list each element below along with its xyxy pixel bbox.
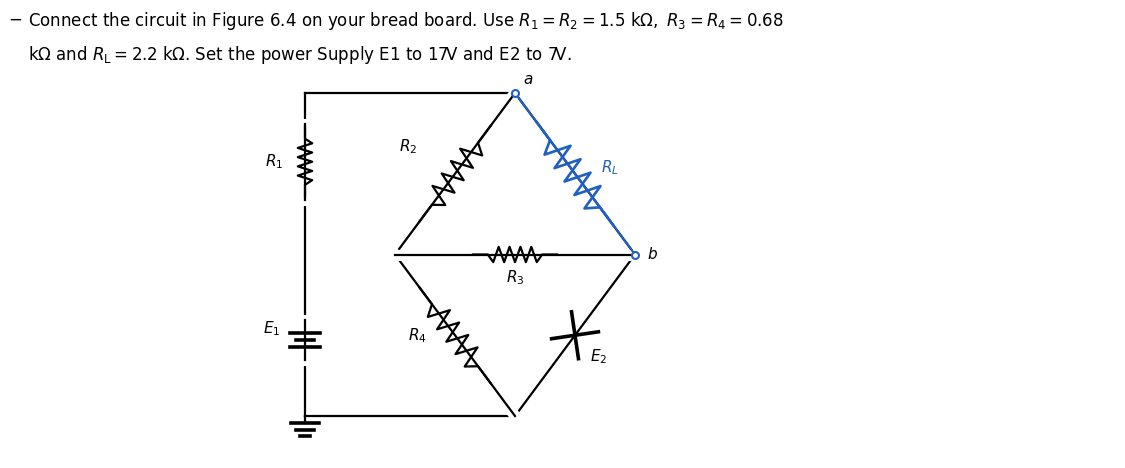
Text: $R_1$: $R_1$	[264, 153, 284, 171]
Text: $-$: $-$	[8, 10, 22, 28]
Text: a: a	[523, 72, 532, 87]
Text: $R_3$: $R_3$	[506, 269, 524, 287]
Text: $\mathrm{k}\Omega$ and $R_{\mathrm{L}} = 2.2\ \mathrm{k}\Omega$. Set the power S: $\mathrm{k}\Omega$ and $R_{\mathrm{L}} =…	[28, 44, 572, 66]
Text: $E_2$: $E_2$	[590, 347, 608, 366]
Text: $E_1$: $E_1$	[262, 319, 280, 337]
Text: $R_2$: $R_2$	[398, 137, 417, 156]
Text: $R_4$: $R_4$	[408, 326, 428, 344]
Text: Connect the circuit in Figure 6.4 on your bread board. Use $R_1 = R_2 = 1.5\ \ma: Connect the circuit in Figure 6.4 on you…	[28, 10, 784, 32]
Text: $R_L$: $R_L$	[602, 159, 620, 177]
Text: b: b	[647, 247, 657, 262]
